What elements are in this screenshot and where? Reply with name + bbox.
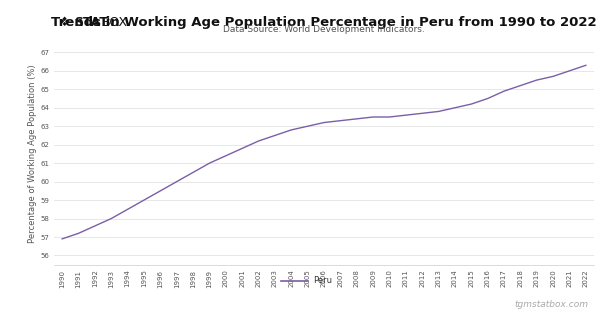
Text: Trends in Working Age Population Percentage in Peru from 1990 to 2022: Trends in Working Age Population Percent…	[51, 16, 597, 29]
Text: tgmstatbox.com: tgmstatbox.com	[515, 300, 589, 309]
Y-axis label: Percentage of Working Age Population (%): Percentage of Working Age Population (%)	[28, 65, 37, 243]
Text: ❖: ❖	[59, 16, 75, 29]
Text: BOX: BOX	[101, 16, 128, 29]
Text: Peru: Peru	[313, 276, 332, 285]
Text: Data Source: World Development Indicators.: Data Source: World Development Indicator…	[223, 25, 425, 34]
Text: STAT: STAT	[74, 16, 109, 29]
